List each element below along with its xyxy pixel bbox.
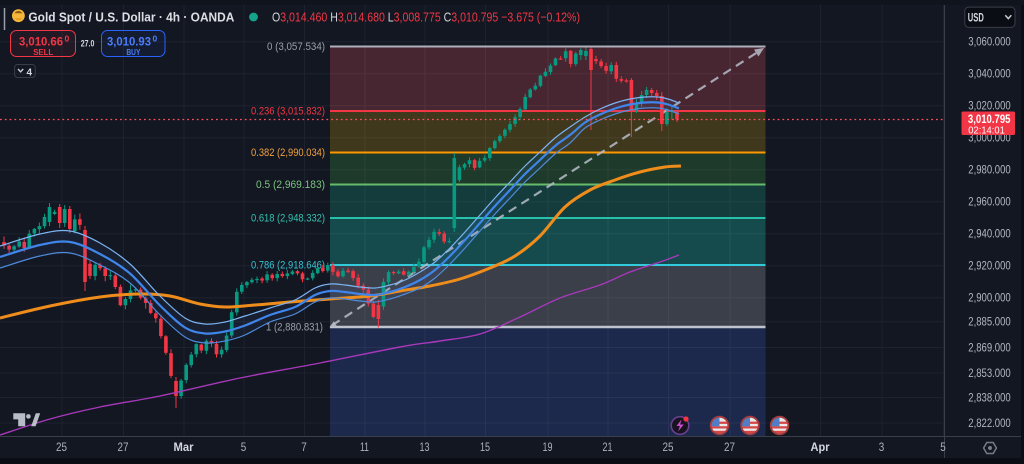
svg-text:SELL: SELL [33,47,53,57]
svg-text:3,010.66: 3,010.66 [19,36,63,48]
svg-text:O3,014.460 H3,014.680 L3,008.7: O3,014.460 H3,014.680 L3,008.775 C3,010.… [272,9,580,24]
svg-text:27: 27 [118,442,129,454]
svg-text:2,940.000: 2,940.000 [968,229,1010,241]
svg-text:0: 0 [65,34,70,44]
svg-text:Gold Spot / U.S. Dollar · 4h ·: Gold Spot / U.S. Dollar · 4h · OANDA [28,9,235,24]
svg-text:2,960.000: 2,960.000 [968,197,1010,209]
svg-text:3,060.000: 3,060.000 [968,37,1010,49]
svg-text:3: 3 [879,442,885,454]
svg-text:0.786 (2,918.646): 0.786 (2,918.646) [251,260,325,272]
svg-text:BUY: BUY [126,47,140,57]
svg-text:19: 19 [543,442,553,454]
svg-text:0.618 (2,948.332): 0.618 (2,948.332) [251,213,325,225]
svg-text:5: 5 [940,442,946,454]
svg-text:0: 0 [153,34,158,44]
svg-text:Apr: Apr [811,442,830,454]
svg-text:4: 4 [27,67,33,78]
svg-text:7: 7 [301,442,307,454]
svg-text:25: 25 [663,442,674,454]
svg-text:2,822.000: 2,822.000 [968,418,1010,430]
svg-text:11: 11 [360,442,369,454]
svg-text:2,920.000: 2,920.000 [968,261,1010,273]
svg-text:25: 25 [56,442,67,454]
svg-text:0.5 (2,969.183): 0.5 (2,969.183) [256,179,325,191]
svg-text:3,020.000: 3,020.000 [968,101,1010,113]
svg-text:0.236 (3,015.832): 0.236 (3,015.832) [251,106,325,118]
svg-text:2,900.000: 2,900.000 [968,293,1010,305]
svg-text:21: 21 [603,442,613,454]
svg-text:Mar: Mar [174,442,195,454]
svg-text:3,000.000: 3,000.000 [968,133,1010,145]
svg-text:1 (2,880.831): 1 (2,880.831) [266,322,323,334]
svg-text:27.0: 27.0 [81,38,95,48]
svg-text:15: 15 [480,442,490,454]
svg-text:2,838.000: 2,838.000 [968,393,1010,405]
svg-text:5: 5 [241,442,247,454]
svg-text:27: 27 [724,442,735,454]
svg-text:2,853.000: 2,853.000 [968,368,1010,380]
svg-text:3,040.000: 3,040.000 [968,69,1010,81]
svg-text:2,885.000: 2,885.000 [968,317,1010,329]
svg-text:02:14:01: 02:14:01 [968,124,1005,136]
svg-text:2,869.000: 2,869.000 [968,343,1010,355]
svg-text:2,980.000: 2,980.000 [968,165,1010,177]
svg-text:13: 13 [420,442,430,454]
svg-text:0 (3,057.534): 0 (3,057.534) [267,41,325,53]
svg-text:3,010.795: 3,010.795 [968,114,1011,126]
svg-text:USD: USD [968,12,984,24]
svg-text:3,010.93: 3,010.93 [107,36,151,48]
svg-text:0.382 (2,990.034): 0.382 (2,990.034) [251,147,325,159]
